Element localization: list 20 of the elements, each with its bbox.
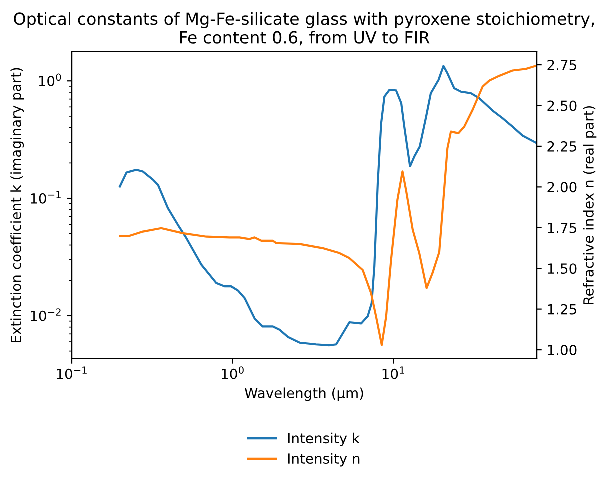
x-tick-label: 10$^{0}$ — [222, 366, 244, 380]
y2-tick-label: 2.50 — [548, 100, 577, 112]
y2-tick-label: 1.00 — [548, 345, 577, 356]
y-axis-title: Extinction coefficient k (imaginary part) — [10, 68, 24, 343]
legend-label: Intensity n — [288, 453, 360, 467]
chart-title: Optical constants of Mg-Fe-silicate glass with pyroxene stoichiometry, Fe content 0.6, from UV to FIR — [14, 12, 594, 46]
y-tick-label: 10$^{0}$ — [39, 74, 62, 86]
y2-tick-label: 1.25 — [548, 304, 576, 315]
y2-axis-title: Refractive index n (real part) — [583, 106, 597, 304]
y-tick-label: 10$^{−2}$ — [31, 308, 61, 322]
y-tick-label: 10$^{−1}$ — [31, 191, 61, 204]
y2-tick-label: 2.00 — [548, 182, 577, 193]
y2-tick-label: 1.75 — [548, 223, 576, 234]
legend-label: Intensity k — [288, 432, 360, 446]
y2-tick-label: 2.75 — [548, 60, 576, 71]
x-tick-label: 10$^{−1}$ — [57, 366, 87, 380]
x-tick-label: 10$^{1}$ — [382, 366, 404, 380]
y2-tick-label: 1.50 — [548, 264, 577, 274]
x-axis-title: Wavelength (μm) — [244, 388, 364, 402]
y2-tick-label: 2.25 — [548, 141, 576, 152]
